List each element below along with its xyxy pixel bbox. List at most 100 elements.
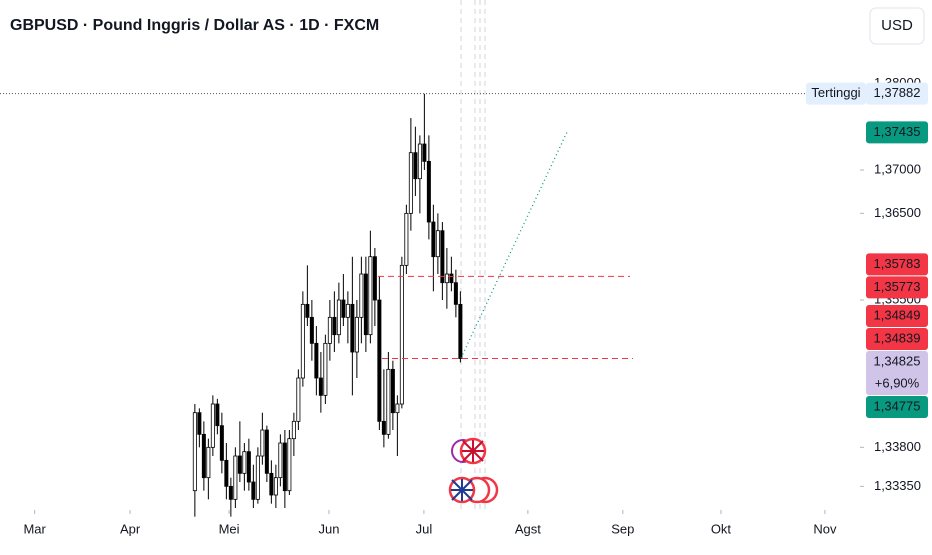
chart-title: GBPUSD · Pound Inggris / Dollar AS · 1D … (10, 17, 379, 34)
candle-body (197, 412, 202, 435)
candle-body (192, 412, 197, 492)
candle-body (309, 316, 314, 344)
candle-body (291, 420, 296, 440)
candle-body (377, 299, 382, 422)
candle-body (399, 264, 404, 405)
candle-body (408, 152, 413, 214)
price-label-box (866, 276, 928, 299)
price-label: 1,34839 (874, 330, 921, 345)
candle-body (219, 425, 224, 461)
candle-body (228, 485, 233, 500)
flag (462, 440, 484, 462)
candle-body (251, 481, 256, 500)
candle-body (444, 273, 449, 284)
candle-body (440, 230, 445, 284)
candle-body (210, 403, 215, 448)
candle-body (327, 316, 332, 344)
candle-body (287, 438, 292, 492)
candle-body (386, 368, 391, 435)
candle-body (368, 256, 373, 336)
price-label: 1,37882 (874, 85, 921, 100)
y-tick-label: 1,36500 (874, 205, 921, 220)
candle-body (260, 429, 265, 457)
candle-body (381, 420, 386, 435)
x-tick-label: Apr (120, 521, 141, 536)
price-label: 1,35773 (874, 279, 921, 294)
candle-body (255, 455, 260, 500)
candle-body (395, 403, 400, 414)
candle-body (201, 433, 206, 479)
price-label: 1,37435 (874, 124, 921, 139)
candle-body (278, 442, 283, 479)
candle-body (246, 451, 251, 483)
candle-body (206, 446, 211, 479)
x-tick-label: Jul (416, 521, 433, 536)
price-label: 1,34825 (874, 353, 921, 368)
candle-body (237, 455, 242, 474)
candle-body (458, 303, 463, 359)
candle-body (449, 273, 454, 284)
price-label-box (866, 328, 928, 351)
price-label: 1,35783 (874, 256, 921, 271)
price-label: 1,34849 (874, 307, 921, 322)
price-label-box (866, 305, 928, 328)
currency-label: USD (881, 17, 913, 34)
candle-body (269, 472, 274, 496)
candle-body (390, 368, 395, 414)
price-label-name-box (806, 82, 866, 105)
x-tick-label: Mei (219, 521, 240, 536)
candle-body (453, 282, 458, 305)
candle-body (350, 303, 355, 353)
price-label-box (866, 396, 928, 419)
price-change: +6,90% (875, 375, 920, 390)
currency-button[interactable] (869, 7, 925, 45)
candle-body (372, 256, 377, 301)
candle-body (413, 152, 418, 180)
candle-body (426, 160, 431, 223)
candle-body (435, 230, 440, 258)
candle-body (422, 143, 427, 162)
candle-body (332, 316, 337, 336)
candle-body (323, 342, 328, 396)
candle-body (359, 273, 364, 318)
candle-body (273, 477, 278, 496)
candle-body (431, 221, 436, 258)
candle-body (336, 299, 341, 336)
candle-body (363, 273, 368, 336)
y-tick-label: 1,33800 (874, 439, 921, 454)
x-tick-label: Jun (318, 521, 339, 536)
price-label-box (866, 82, 928, 105)
candle-body (215, 403, 220, 427)
candle-body (345, 303, 350, 318)
x-tick-label: Mar (23, 521, 46, 536)
candle-body (318, 377, 323, 396)
flag (451, 479, 473, 501)
y-tick-label: 1,33350 (874, 478, 921, 493)
price-label-box (866, 121, 928, 144)
price-label-box (866, 253, 928, 276)
event-icons (448, 437, 499, 504)
y-tick-label: 1,37000 (874, 161, 921, 176)
candle-body (354, 316, 359, 353)
candle-body (296, 377, 301, 422)
candle-body (264, 429, 269, 474)
candle-body (341, 299, 346, 318)
candle-body (242, 451, 247, 474)
price-label: 1,34775 (874, 398, 921, 413)
candle-body (224, 459, 229, 487)
candle-body (300, 303, 305, 379)
session-lines (460, 0, 486, 510)
x-tick-label: Okt (711, 521, 732, 536)
x-tick-label: Nov (813, 521, 837, 536)
candle-body (404, 212, 409, 266)
candle-body (305, 303, 310, 318)
x-tick-label: Sep (611, 521, 634, 536)
x-tick-label: Agst (515, 521, 541, 536)
price-label-name: Tertinggi (811, 85, 860, 100)
price-label-box (866, 351, 928, 396)
candle-body (314, 342, 319, 379)
candle-body (417, 143, 422, 180)
candle-body (233, 455, 238, 500)
